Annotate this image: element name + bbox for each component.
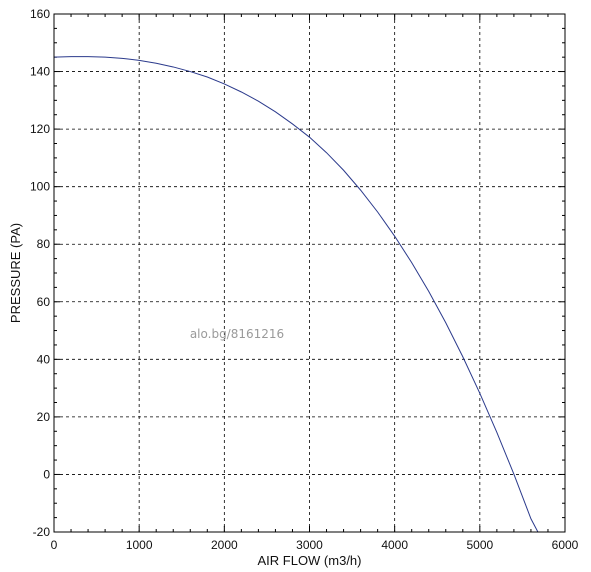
y-tick-label: 40 xyxy=(37,352,51,366)
y-tick-label: 140 xyxy=(30,65,50,79)
y-tick-label: 120 xyxy=(30,122,50,136)
series-line-0 xyxy=(54,56,539,532)
x-tick-label: 1000 xyxy=(126,538,153,552)
x-axis-title: AIR FLOW (m3/h) xyxy=(257,553,361,568)
watermark: alo.bg/8161216 xyxy=(190,327,284,341)
y-tick-label: -20 xyxy=(33,525,51,539)
y-tick-label: 60 xyxy=(37,295,51,309)
y-tick-label: 160 xyxy=(30,7,50,21)
y-axis-title: PRESSURE (PA) xyxy=(8,223,23,323)
plot-frame xyxy=(53,13,566,533)
x-tick-label: 2000 xyxy=(211,538,238,552)
grid-lines xyxy=(54,14,565,532)
x-tick-label: 6000 xyxy=(552,538,579,552)
y-tick-label: 20 xyxy=(37,410,51,424)
x-axis-tick-labels: 0 1000 2000 3000 4000 5000 6000 xyxy=(51,538,579,552)
y-tick-label: 80 xyxy=(37,237,51,251)
y-tick-label: 0 xyxy=(43,467,50,481)
x-tick-label: 3000 xyxy=(296,538,323,552)
y-tick-label: 100 xyxy=(30,180,50,194)
x-tick-label: 4000 xyxy=(381,538,408,552)
x-tick-label: 5000 xyxy=(466,538,493,552)
series-layer xyxy=(54,56,539,532)
x-tick-label: 0 xyxy=(51,538,58,552)
y-axis-tick-labels: -20 0 20 40 60 80 100 120 140 160 xyxy=(30,7,50,539)
